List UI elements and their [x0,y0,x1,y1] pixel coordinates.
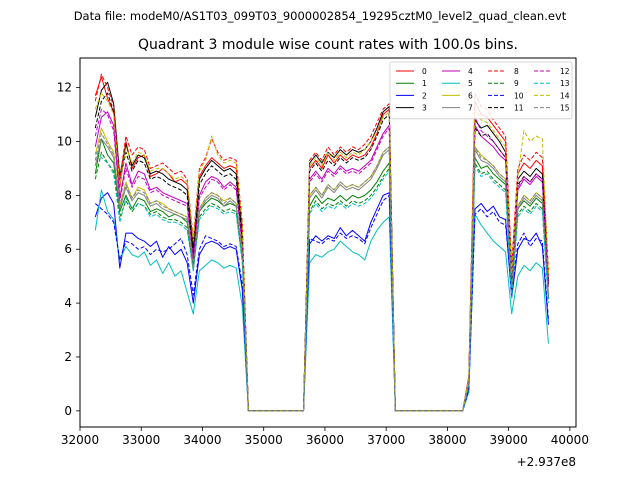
legend-label-3: 3 [422,104,427,113]
x-tick-label: 34000 [183,433,221,447]
legend-label-0: 0 [422,67,427,76]
chart-title: Quadrant 3 module wise count rates with … [138,37,518,53]
legend-label-14: 14 [560,91,570,100]
x-offset-label: +2.937e8 [517,455,576,469]
x-axis: 32000 33000 34000 35000 36000 37000 38000 39000… [61,427,589,447]
y-tick-label: 8 [64,188,72,202]
legend-label-13: 13 [560,79,570,88]
plot-series [94,73,549,412]
legend-label-12: 12 [560,67,570,76]
x-tick-label: 37000 [367,433,405,447]
x-tick-label: 32000 [61,433,99,447]
y-tick-label: 12 [57,81,72,95]
legend-label-1: 1 [422,79,427,88]
legend-label-7: 7 [468,104,473,113]
series-line-10 [94,194,549,412]
x-tick-label: 40000 [551,433,589,447]
y-tick-label: 10 [57,134,72,148]
figure-suptitle: Data file: modeM0/AS1T03_099T03_90000028… [74,9,567,23]
legend-label-11: 11 [514,104,524,113]
y-tick-label: 2 [64,350,72,364]
legend-label-2: 2 [422,91,427,100]
x-tick-label: 39000 [490,433,528,447]
legend-label-15: 15 [560,104,570,113]
x-tick-label: 38000 [428,433,466,447]
x-tick-label: 36000 [306,433,344,447]
legend-label-5: 5 [468,79,473,88]
legend-label-4: 4 [468,67,473,76]
y-tick-label: 6 [64,242,72,256]
y-tick-label: 0 [64,404,72,418]
x-tick-label: 33000 [122,433,160,447]
y-tick-label: 4 [64,296,72,310]
plot-frame [79,57,577,428]
y-axis: 0 2 4 6 8 10 12 [57,81,80,418]
x-tick-label: 35000 [245,433,283,447]
legend-box [389,61,573,120]
legend-label-9: 9 [514,79,519,88]
legend-label-8: 8 [514,67,519,76]
legend-label-10: 10 [514,91,524,100]
legend-label-6: 6 [468,91,473,100]
series-line-15 [94,132,549,412]
series-line-14 [94,92,549,412]
